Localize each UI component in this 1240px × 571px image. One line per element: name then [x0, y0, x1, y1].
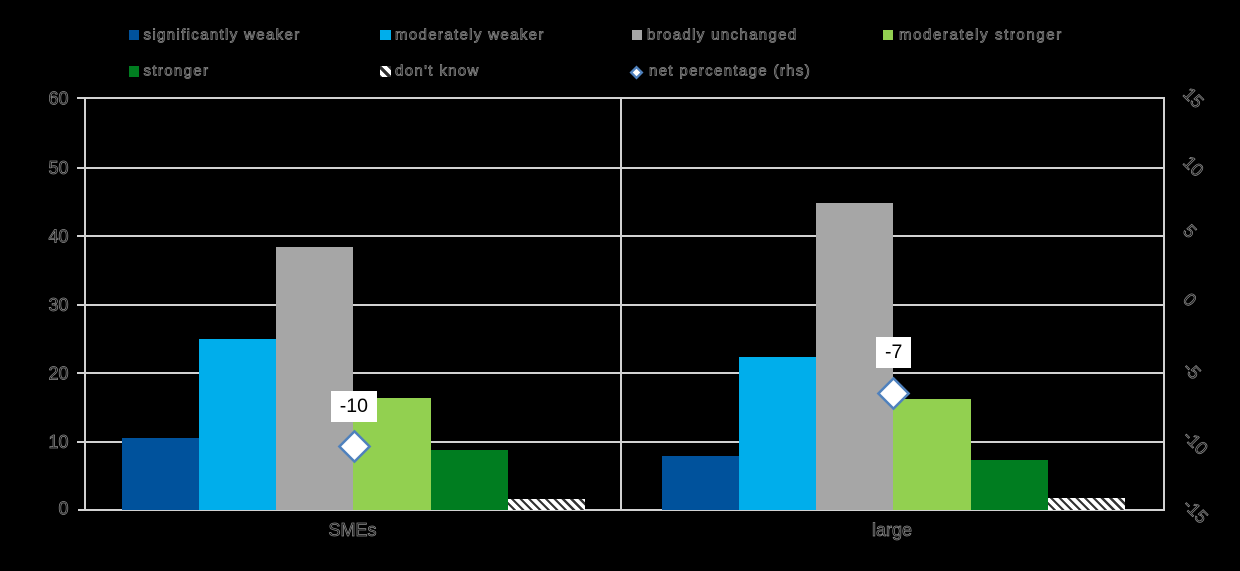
- svg-text:10: 10: [1179, 152, 1207, 180]
- svg-text:20: 20: [48, 364, 68, 384]
- svg-text:40: 40: [48, 227, 68, 247]
- svg-text:-10: -10: [1179, 426, 1212, 459]
- svg-text:moderately stronger: moderately stronger: [899, 27, 1063, 44]
- svg-text:30: 30: [48, 295, 68, 315]
- svg-text:0: 0: [58, 499, 68, 519]
- svg-text:-15: -15: [1179, 495, 1212, 528]
- svg-text:net percentage (rhs): net percentage (rhs): [649, 63, 811, 80]
- svg-text:don't know: don't know: [395, 63, 480, 80]
- svg-text:SMEs: SMEs: [328, 520, 376, 540]
- svg-text:broadly unchanged: broadly unchanged: [647, 27, 798, 44]
- svg-text:50: 50: [48, 158, 68, 178]
- svg-text:5: 5: [1179, 221, 1200, 242]
- svg-text:significantly weaker: significantly weaker: [144, 27, 301, 44]
- svg-text:large: large: [872, 520, 912, 540]
- svg-text:15: 15: [1179, 84, 1207, 112]
- svg-text:stronger: stronger: [144, 63, 210, 80]
- svg-text:moderately weaker: moderately weaker: [395, 27, 545, 44]
- svg-text:60: 60: [48, 89, 68, 109]
- svg-text:-5: -5: [1179, 358, 1204, 383]
- svg-text:0: 0: [1179, 289, 1200, 310]
- svg-text:10: 10: [48, 432, 68, 452]
